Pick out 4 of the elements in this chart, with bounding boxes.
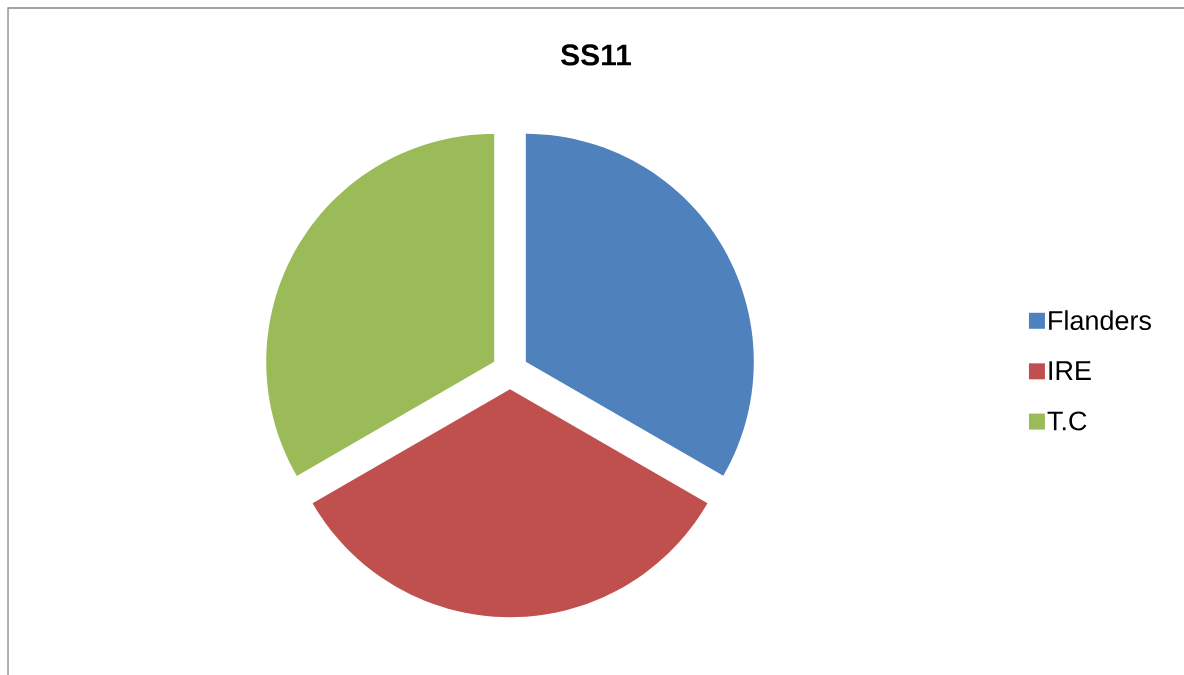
legend-label: IRE bbox=[1049, 361, 1091, 380]
chart-title: SS11 bbox=[561, 44, 632, 66]
legend-label: Flanders bbox=[1049, 310, 1151, 331]
legend-label: T.C bbox=[1047, 411, 1087, 431]
